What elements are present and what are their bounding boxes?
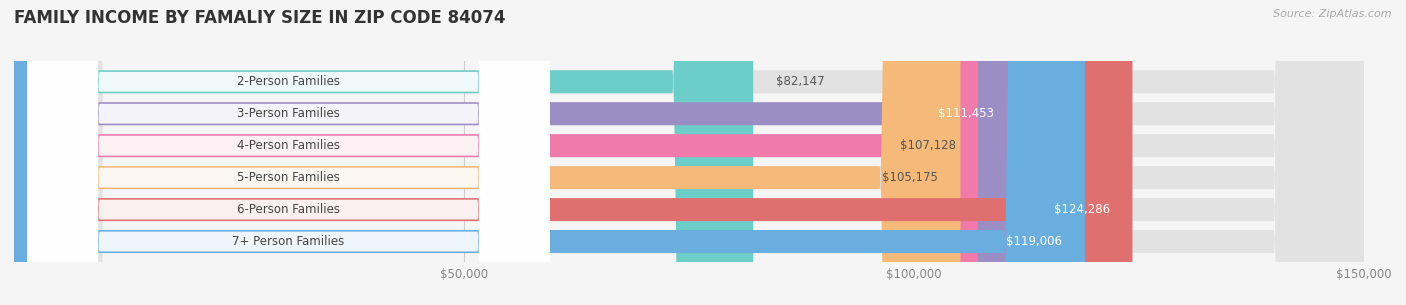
FancyBboxPatch shape	[28, 0, 550, 305]
FancyBboxPatch shape	[28, 0, 550, 305]
Text: $119,006: $119,006	[1007, 235, 1063, 248]
Text: 4-Person Families: 4-Person Families	[238, 139, 340, 152]
FancyBboxPatch shape	[14, 0, 1085, 305]
Text: $82,147: $82,147	[776, 75, 824, 88]
Text: $124,286: $124,286	[1054, 203, 1109, 216]
FancyBboxPatch shape	[14, 0, 1364, 305]
Text: $105,175: $105,175	[882, 171, 938, 184]
FancyBboxPatch shape	[14, 0, 1132, 305]
FancyBboxPatch shape	[14, 0, 1364, 305]
Text: 2-Person Families: 2-Person Families	[238, 75, 340, 88]
FancyBboxPatch shape	[14, 0, 1364, 305]
Text: Source: ZipAtlas.com: Source: ZipAtlas.com	[1274, 9, 1392, 19]
FancyBboxPatch shape	[14, 0, 960, 305]
FancyBboxPatch shape	[28, 0, 550, 305]
FancyBboxPatch shape	[14, 0, 1017, 305]
Text: $111,453: $111,453	[938, 107, 994, 120]
Text: 5-Person Families: 5-Person Families	[238, 171, 340, 184]
FancyBboxPatch shape	[28, 0, 550, 305]
Text: 7+ Person Families: 7+ Person Families	[232, 235, 344, 248]
FancyBboxPatch shape	[28, 0, 550, 305]
Text: 6-Person Families: 6-Person Families	[238, 203, 340, 216]
FancyBboxPatch shape	[14, 0, 1364, 305]
Text: $107,128: $107,128	[900, 139, 956, 152]
FancyBboxPatch shape	[14, 0, 1364, 305]
FancyBboxPatch shape	[14, 0, 979, 305]
Text: FAMILY INCOME BY FAMALIY SIZE IN ZIP CODE 84074: FAMILY INCOME BY FAMALIY SIZE IN ZIP COD…	[14, 9, 506, 27]
FancyBboxPatch shape	[14, 0, 1364, 305]
Text: 3-Person Families: 3-Person Families	[238, 107, 340, 120]
FancyBboxPatch shape	[14, 0, 754, 305]
FancyBboxPatch shape	[28, 0, 550, 305]
